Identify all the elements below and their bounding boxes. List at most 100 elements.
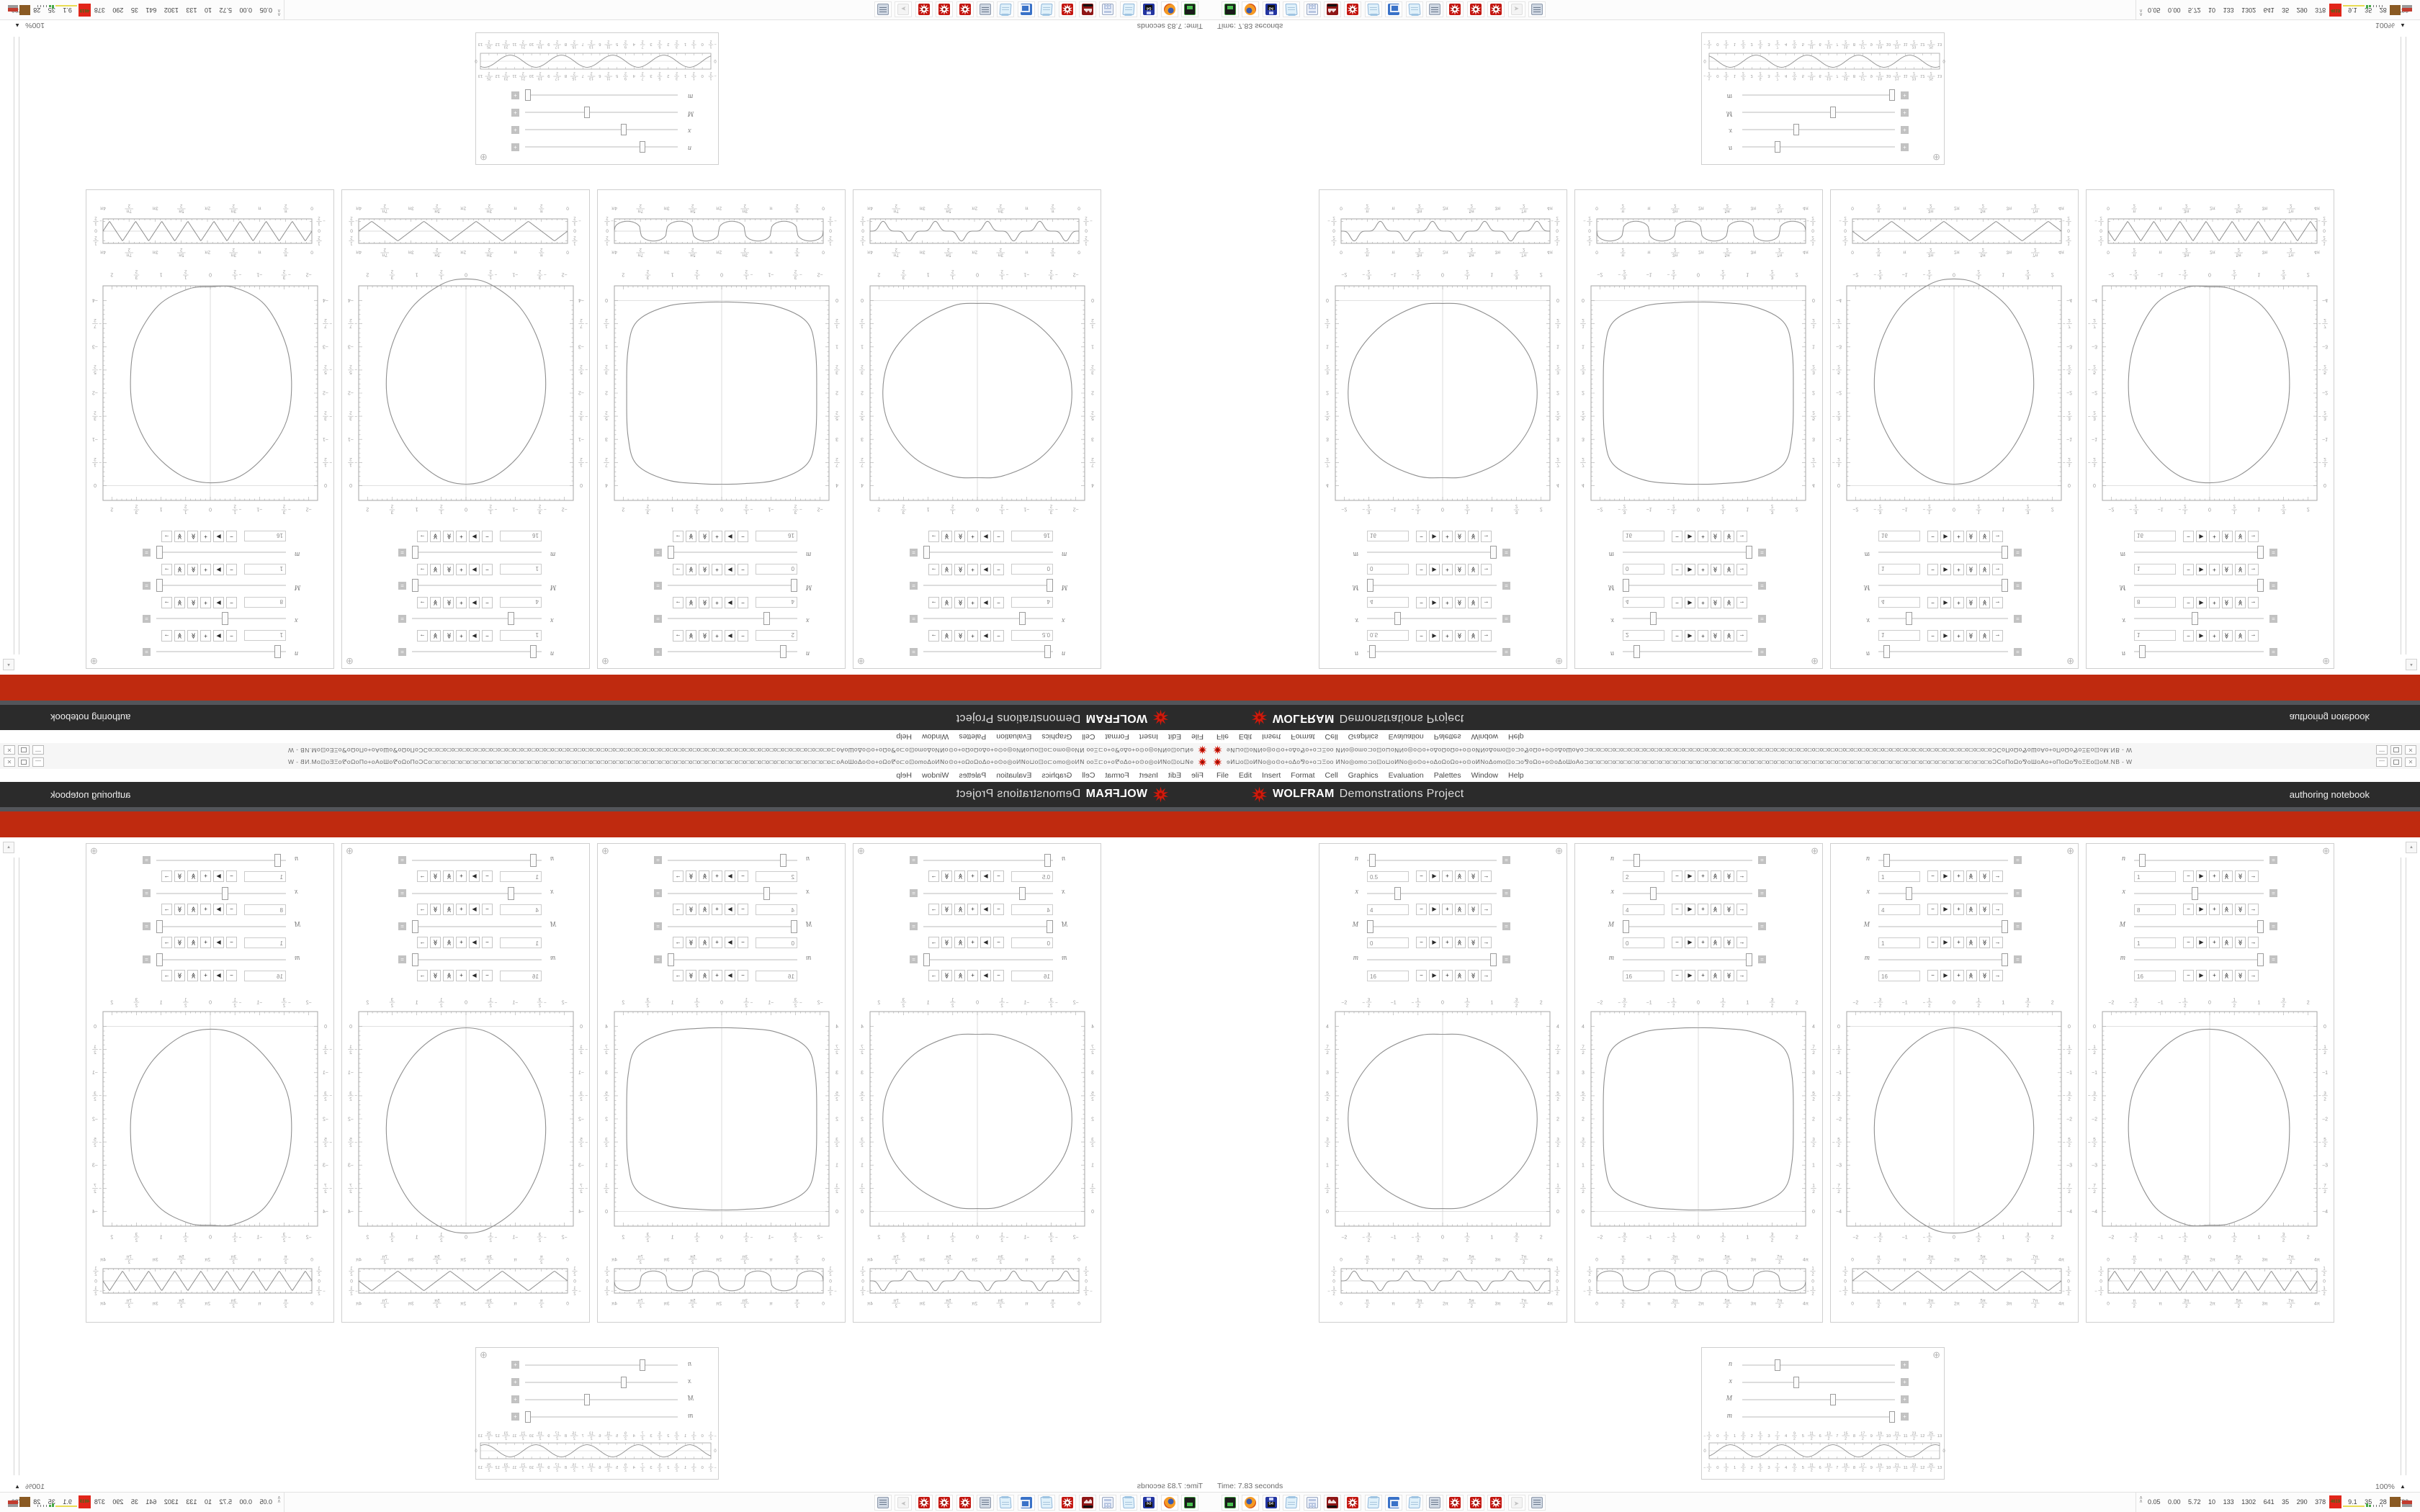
slider-plus-button[interactable]: + [200,904,211,915]
slider-thumb[interactable] [1394,612,1401,625]
slider-minus-button[interactable]: − [2183,531,2194,542]
slider-thumb[interactable] [1044,645,1051,658]
taskbar-icon-notepad[interactable] [1364,1495,1382,1511]
slider-faster-button[interactable]: ≫ [954,531,965,542]
taskbar-icon-scroll[interactable] [977,1,994,17]
slider-direction-button[interactable]: → [928,630,939,642]
taskbar-icon-floppy64[interactable]: 64 [1140,1,1158,17]
slider-direction-button[interactable]: → [161,970,172,981]
taskbar-icon-notepad[interactable] [1038,1,1056,17]
slider-plus-button[interactable]: + [1698,904,1708,915]
minimize-button[interactable]: — [32,745,44,755]
slider-collapse-button[interactable]: = [654,582,662,590]
slider-collapse-button[interactable]: = [2269,582,2277,590]
slider-play-button[interactable]: ▶ [469,970,480,981]
taskbar-icon-notepad[interactable] [997,1,1015,17]
slider-track[interactable] [525,1377,678,1388]
slider-slower-button[interactable]: ≫ [1468,904,1479,915]
slider-track[interactable] [525,141,678,153]
slider-track[interactable] [923,612,1053,625]
slider-plus-button[interactable]: + [1442,597,1453,608]
taskbar-icon-spikey[interactable] [915,1,933,17]
slider-direction-button[interactable]: → [1481,870,1492,882]
slider-plus-button[interactable]: + [456,597,467,608]
slider-faster-button[interactable]: ≫ [1455,630,1466,642]
slider-plus-button[interactable]: + [712,630,722,642]
slider-direction-button[interactable]: → [1481,904,1492,915]
close-button[interactable]: ✕ [2405,757,2416,767]
slider-value-input[interactable]: 4 [1623,597,1664,608]
slider-slower-button[interactable]: ≫ [1979,904,1990,915]
slider-minus-button[interactable]: − [226,970,237,981]
scroll-up-arrow[interactable]: ▲ [2406,842,2417,853]
slider-plus-button[interactable]: + [967,597,978,608]
slider-direction-button[interactable]: → [1992,970,2003,981]
slider-expand-button[interactable]: + [1901,91,1909,99]
slider-faster-button[interactable]: ≫ [2222,564,2233,575]
slider-direction-button[interactable]: → [417,970,428,981]
slider-value-input[interactable]: 16 [2134,971,2176,981]
slider-plus-button[interactable]: + [712,564,722,575]
slider-collapse-button[interactable]: = [2014,615,2022,623]
menu-item-cell[interactable]: Cell [1325,732,1338,741]
slider-value-input[interactable]: 16 [244,531,286,541]
slider-direction-button[interactable]: → [417,531,428,542]
slider-minus-button[interactable]: − [738,630,748,642]
slider-track[interactable] [412,854,542,867]
slider-faster-button[interactable]: ≫ [1966,870,1977,882]
slider-track[interactable] [1742,141,1895,153]
slider-faster-button[interactable]: ≫ [954,970,965,981]
taskbar-icon-spikey[interactable] [1466,1495,1484,1511]
slider-slower-button[interactable]: ≫ [1724,937,1734,948]
slider-direction-button[interactable]: → [1736,904,1747,915]
slider-play-button[interactable]: ▶ [469,564,480,575]
slider-slower-button[interactable]: ≫ [430,970,441,981]
slider-thumb[interactable] [923,953,930,966]
taskbar-icon-firefox[interactable] [1242,1495,1260,1511]
slider-track[interactable] [923,645,1053,658]
slider-faster-button[interactable]: ≫ [443,904,454,915]
slider-collapse-button[interactable]: = [654,615,662,623]
slider-track[interactable] [156,546,286,559]
slider-play-button[interactable]: ▶ [1429,904,1440,915]
slider-slower-button[interactable]: ≫ [941,870,952,882]
slider-collapse-button[interactable]: = [1502,582,1510,590]
taskbar-icon-notepad[interactable] [1364,1,1382,17]
slider-collapse-button[interactable]: = [910,582,918,590]
slider-collapse-button[interactable]: = [143,955,151,963]
taskbar-icon-notepad[interactable] [1283,1,1301,17]
slider-minus-button[interactable]: − [738,531,748,542]
slider-direction-button[interactable]: → [1992,904,2003,915]
slider-plus-button[interactable]: + [200,870,211,882]
slider-slower-button[interactable]: ≫ [430,630,441,642]
slider-plus-button[interactable]: + [712,970,722,981]
slider-slower-button[interactable]: ≫ [941,597,952,608]
slider-faster-button[interactable]: ≫ [187,531,198,542]
slider-collapse-button[interactable]: = [2014,889,2022,897]
slider-slower-button[interactable]: ≫ [1468,870,1479,882]
slider-slower-button[interactable]: ≫ [174,937,185,948]
menu-item-format[interactable]: Format [1291,732,1315,741]
slider-plus-button[interactable]: + [2209,564,2220,575]
menu-item-palettes[interactable]: Palettes [1433,771,1461,780]
slider-thumb[interactable] [525,1411,531,1423]
slider-minus-button[interactable]: − [738,564,748,575]
slider-play-button[interactable]: ▶ [213,904,224,915]
slider-thumb[interactable] [763,887,770,900]
slider-track[interactable] [923,854,1053,867]
slider-thumb[interactable] [1490,546,1497,559]
slider-thumb[interactable] [668,953,674,966]
slider-minus-button[interactable]: − [482,531,493,542]
slider-direction-button[interactable]: → [2248,937,2259,948]
slider-direction-button[interactable]: → [1736,937,1747,948]
slider-plus-button[interactable]: + [1442,904,1453,915]
slider-collapse-button[interactable]: = [143,856,151,864]
slider-direction-button[interactable]: → [161,937,172,948]
slider-value-input[interactable]: 1 [244,871,286,882]
slider-track[interactable] [668,645,797,658]
slider-faster-button[interactable]: ≫ [954,564,965,575]
slider-expand-button[interactable]: + [511,109,519,117]
slider-slower-button[interactable]: ≫ [174,904,185,915]
slider-direction-button[interactable]: → [673,531,684,542]
slider-minus-button[interactable]: − [1927,904,1938,915]
